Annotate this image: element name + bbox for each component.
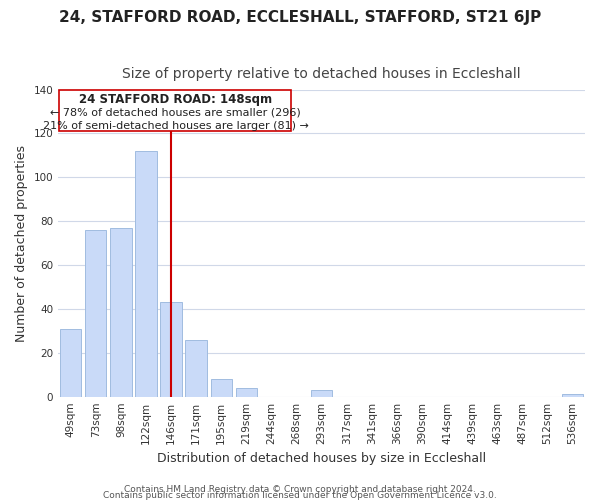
Bar — [562, 394, 583, 396]
Bar — [85, 230, 106, 396]
Text: ← 78% of detached houses are smaller (296): ← 78% of detached houses are smaller (29… — [50, 107, 301, 117]
Bar — [311, 390, 332, 396]
Bar — [236, 388, 257, 396]
Text: 21% of semi-detached houses are larger (81) →: 21% of semi-detached houses are larger (… — [43, 121, 308, 131]
Bar — [160, 302, 182, 396]
X-axis label: Distribution of detached houses by size in Eccleshall: Distribution of detached houses by size … — [157, 452, 486, 465]
FancyBboxPatch shape — [59, 90, 292, 132]
Bar — [136, 151, 157, 396]
Text: Contains public sector information licensed under the Open Government Licence v3: Contains public sector information licen… — [103, 490, 497, 500]
Y-axis label: Number of detached properties: Number of detached properties — [15, 144, 28, 342]
Text: 24 STAFFORD ROAD: 148sqm: 24 STAFFORD ROAD: 148sqm — [79, 94, 272, 106]
Text: Contains HM Land Registry data © Crown copyright and database right 2024.: Contains HM Land Registry data © Crown c… — [124, 484, 476, 494]
Title: Size of property relative to detached houses in Eccleshall: Size of property relative to detached ho… — [122, 68, 521, 82]
Bar — [185, 340, 207, 396]
Text: 24, STAFFORD ROAD, ECCLESHALL, STAFFORD, ST21 6JP: 24, STAFFORD ROAD, ECCLESHALL, STAFFORD,… — [59, 10, 541, 25]
Bar — [211, 379, 232, 396]
Bar — [110, 228, 131, 396]
Bar — [60, 328, 82, 396]
